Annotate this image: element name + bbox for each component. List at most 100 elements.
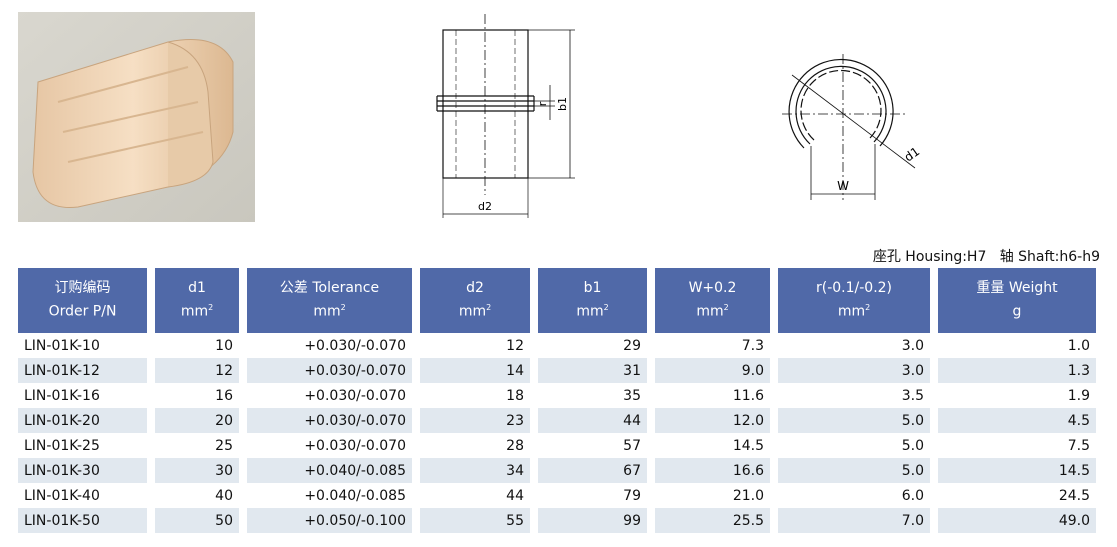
table-cell: 12 xyxy=(155,358,239,383)
header-line2: Order P/N xyxy=(48,303,117,320)
table-cell: +0.030/-0.070 xyxy=(304,387,406,404)
table-cell: 23 xyxy=(420,408,530,433)
table-cell: 34 xyxy=(420,458,530,483)
table-row: LIN-01K-40 40 +0.040/-0.085 44 79 21.0 6.0 24.5 xyxy=(18,483,1096,508)
table-cell: 29 xyxy=(623,337,641,354)
side-view-drawing: b1 r d2 xyxy=(436,14,575,218)
table-row: LIN-01K-10 10 +0.030/-0.070 12 29 7.3 3.0 1.0 xyxy=(18,333,1096,358)
table-cell: 11.6 xyxy=(732,387,764,404)
table-cell: 57 xyxy=(623,437,641,454)
header-line1: 重量 Weight xyxy=(976,280,1058,297)
table-cell: 6.0 xyxy=(901,487,924,504)
product-photo xyxy=(18,12,255,222)
table-cell: +0.030/-0.070 xyxy=(304,337,406,354)
table-row: LIN-01K-12 12 +0.030/-0.070 14 31 9.0 3.0 1.3 xyxy=(18,358,1096,383)
header-line2: mm xyxy=(458,303,487,320)
table-cell: LIN-01K-16 xyxy=(24,387,100,404)
table-cell: 4.5 xyxy=(938,408,1096,433)
table-cell: 7.3 xyxy=(741,337,764,354)
front-view-drawing: d1 W xyxy=(782,54,923,200)
header-sup: 2 xyxy=(340,303,346,313)
table-cell: 5.0 xyxy=(778,458,930,483)
label-r: r xyxy=(536,101,549,106)
table-cell: 5.0 xyxy=(778,408,930,433)
column-header: 重量 Weight g xyxy=(938,268,1096,333)
table-cell: 7.0 xyxy=(778,508,930,533)
header-line2: mm xyxy=(313,303,341,320)
table-cell: 24.5 xyxy=(1058,487,1090,504)
table-cell: LIN-01K-10 xyxy=(24,337,100,354)
table-cell: LIN-01K-12 xyxy=(18,358,147,383)
table-cell: 67 xyxy=(538,458,647,483)
table-cell: 21.0 xyxy=(732,487,764,504)
header-sup: 2 xyxy=(486,303,492,313)
column-header: r(-0.1/-0.2) mm2 xyxy=(778,268,930,333)
table-cell: 16.6 xyxy=(655,458,770,483)
specification-table: 订购编码 Order P/N d1 mm2 公差 Tolerance mm2 d2 mm2 b1… xyxy=(10,268,1104,533)
table-cell: 7.5 xyxy=(1067,437,1090,454)
table-cell: 35 xyxy=(623,387,641,404)
table-cell: +0.050/-0.100 xyxy=(247,508,412,533)
column-header: W+0.2 mm2 xyxy=(655,268,770,333)
header-sup: 2 xyxy=(208,303,214,313)
header-line1: 订购编码 xyxy=(54,280,111,297)
table-cell: +0.030/-0.070 xyxy=(247,408,412,433)
header-line2: mm xyxy=(696,303,724,320)
table-cell: LIN-01K-20 xyxy=(18,408,147,433)
table-cell: 10 xyxy=(215,337,233,354)
table-cell: LIN-01K-30 xyxy=(18,458,147,483)
table-cell: 28 xyxy=(506,437,524,454)
table-cell: 44 xyxy=(506,487,524,504)
table-cell: 55 xyxy=(420,508,530,533)
table-cell: +0.030/-0.070 xyxy=(304,437,406,454)
table-cell: 14 xyxy=(420,358,530,383)
table-cell: LIN-01K-25 xyxy=(24,437,100,454)
table-cell: 18 xyxy=(506,387,524,404)
table-cell: +0.040/-0.085 xyxy=(304,487,406,504)
header-sup: 2 xyxy=(603,303,609,313)
table-cell: 31 xyxy=(538,358,647,383)
table-cell: 12 xyxy=(506,337,524,354)
table-cell: 14.5 xyxy=(732,437,764,454)
header-line1: 公差 Tolerance xyxy=(279,280,380,297)
table-cell: 3.0 xyxy=(778,358,930,383)
table-cell: 40 xyxy=(215,487,233,504)
column-header: d2 mm2 xyxy=(420,268,530,333)
header-line1: d2 xyxy=(466,280,484,297)
table-cell: 50 xyxy=(155,508,239,533)
table-cell: 1.9 xyxy=(1067,387,1090,404)
table-cell: 30 xyxy=(155,458,239,483)
tolerance-note: 座孔 Housing:H7 轴 Shaft:h6-h9 xyxy=(872,249,1100,265)
table-row: LIN-01K-20 20 +0.030/-0.070 23 44 12.0 5.0 4.5 xyxy=(18,408,1096,433)
table-cell: 20 xyxy=(155,408,239,433)
table-cell: 99 xyxy=(538,508,647,533)
table-cell: 25 xyxy=(215,437,233,454)
header-line1: b1 xyxy=(583,280,602,297)
table-cell: 9.0 xyxy=(655,358,770,383)
table-cell: 25.5 xyxy=(655,508,770,533)
table-cell: +0.040/-0.085 xyxy=(247,458,412,483)
column-header: d1 mm2 xyxy=(155,268,239,333)
header-sup: 2 xyxy=(723,303,729,313)
header-line2: mm xyxy=(837,303,866,320)
table-cell: 16 xyxy=(215,387,233,404)
header-sup: 2 xyxy=(865,303,871,313)
label-d2: d2 xyxy=(478,200,492,213)
table-cell: 3.5 xyxy=(901,387,924,404)
label-d1: d1 xyxy=(902,144,923,164)
table-cell: 14.5 xyxy=(938,458,1096,483)
table-row: LIN-01K-25 25 +0.030/-0.070 28 57 14.5 5.0 7.5 xyxy=(18,433,1096,458)
table-cell: 79 xyxy=(623,487,641,504)
header-line1: W+0.2 xyxy=(688,280,737,297)
table-cell: 3.0 xyxy=(901,337,924,354)
label-b1: b1 xyxy=(556,97,569,111)
table-cell: LIN-01K-40 xyxy=(24,487,100,504)
column-header: 订购编码 Order P/N xyxy=(18,268,147,333)
header-line1: d1 xyxy=(188,280,206,297)
table-row: LIN-01K-50 50 +0.050/-0.100 55 99 25.5 7.0 49.0 xyxy=(18,508,1096,533)
table-cell: 12.0 xyxy=(655,408,770,433)
table-cell: 49.0 xyxy=(938,508,1096,533)
table-cell: 44 xyxy=(538,408,647,433)
label-w: W xyxy=(837,179,849,193)
table-row: LIN-01K-16 16 +0.030/-0.070 18 35 11.6 3.5 1.9 xyxy=(18,383,1096,408)
